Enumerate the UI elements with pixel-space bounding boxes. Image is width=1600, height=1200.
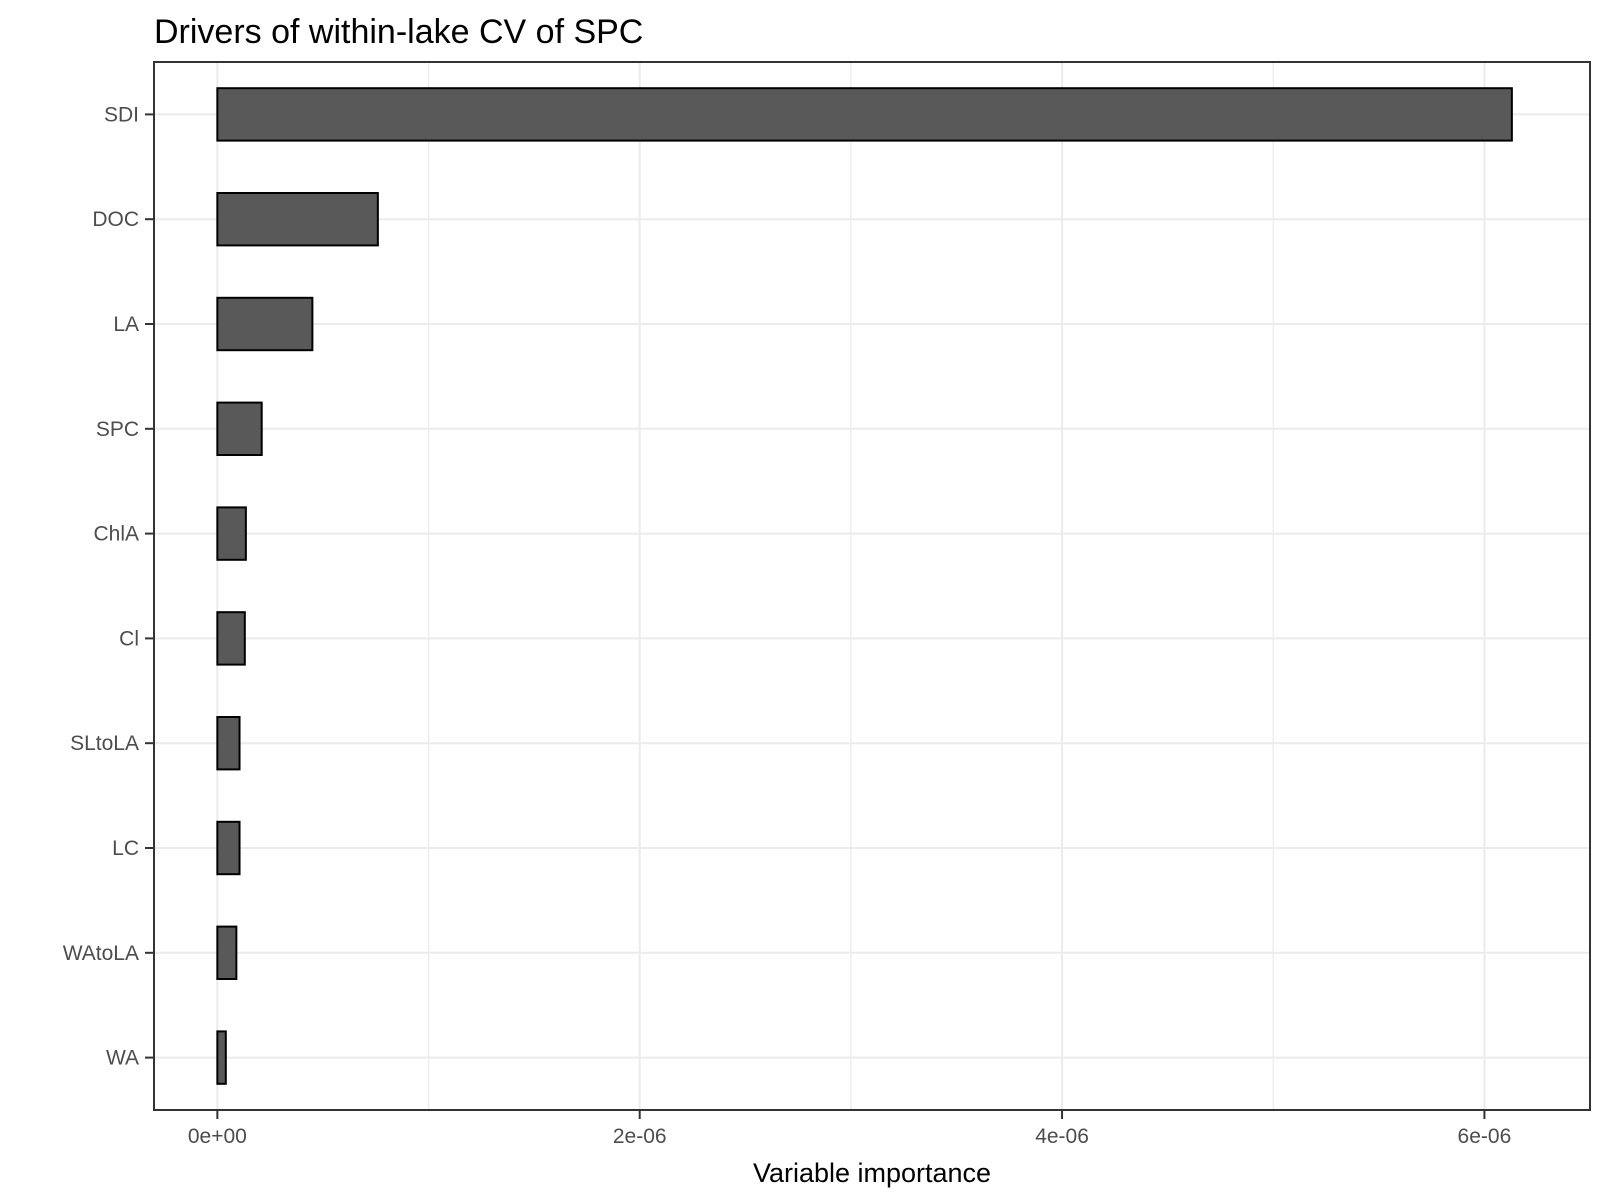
bar-spc (216, 401, 263, 457)
x-axis-title: Variable importance (753, 1158, 991, 1188)
y-tick-label: LC (112, 837, 139, 860)
y-tick-label: ChlA (93, 523, 139, 546)
chart-title: Drivers of within-lake CV of SPC (154, 13, 643, 51)
bar-watola (216, 925, 238, 980)
panel-background (154, 62, 1590, 1110)
y-tick-label: WAtoLA (63, 942, 139, 965)
y-tick-label: SPC (96, 418, 139, 441)
y-tick-label: DOC (92, 208, 139, 231)
bar-wa (216, 1030, 227, 1085)
bar-chla (216, 506, 247, 561)
x-tick-label: 0e+00 (188, 1125, 247, 1148)
y-tick-label: Cl (119, 627, 139, 650)
bar-lc (216, 820, 241, 876)
bar-sdi (216, 87, 1513, 142)
bar-doc (216, 192, 379, 247)
bars (216, 87, 1513, 1085)
x-axis: 0e+00 2e-06 4e-06 6e-06 (188, 1110, 1511, 1148)
x-tick-label: 2e-06 (613, 1125, 667, 1148)
panel-border (153, 61, 1591, 1111)
bar-la (216, 296, 314, 352)
x-tick-label: 6e-06 (1458, 1125, 1512, 1148)
bar-cl (216, 611, 246, 666)
bar-sltola (216, 716, 241, 771)
x-tick-label: 4e-06 (1035, 1125, 1089, 1148)
grid-lines (154, 62, 1590, 1110)
y-tick-label: SLtoLA (70, 732, 139, 755)
y-tick-label: LA (113, 313, 139, 336)
y-axis: SDI DOC LA SPC ChlA Cl SLtoLA LC WAtoLA WA (63, 103, 154, 1070)
y-tick-label: SDI (104, 103, 139, 126)
y-tick-label: WA (106, 1047, 139, 1070)
